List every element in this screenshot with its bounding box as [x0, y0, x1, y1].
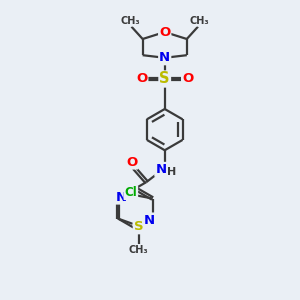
Text: S: S: [160, 71, 170, 86]
Text: N: N: [155, 163, 167, 176]
Text: CH₃: CH₃: [129, 245, 148, 255]
Text: O: O: [159, 26, 170, 38]
Text: S: S: [134, 220, 143, 233]
Text: H: H: [167, 167, 176, 177]
Text: N: N: [159, 51, 170, 64]
Text: O: O: [126, 155, 137, 169]
Text: Cl: Cl: [124, 186, 137, 199]
Text: O: O: [136, 73, 147, 85]
Text: CH₃: CH₃: [121, 16, 140, 26]
Text: N: N: [115, 190, 126, 204]
Text: N: N: [144, 214, 155, 226]
Text: CH₃: CH₃: [189, 16, 209, 26]
Text: O: O: [182, 73, 193, 85]
